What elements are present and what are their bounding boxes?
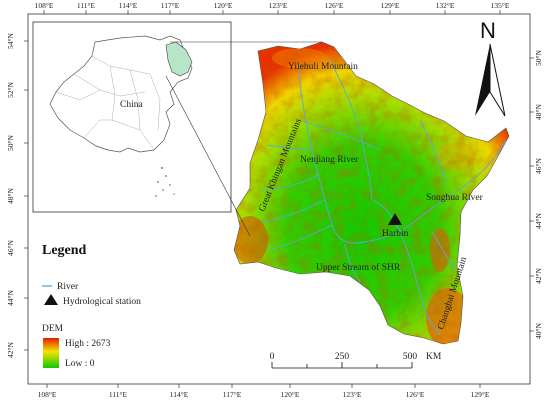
lat-tick-label: 44°N xyxy=(6,289,15,305)
label-harbin: Harbin xyxy=(382,229,409,239)
lon-tick-label: 129°E xyxy=(381,1,400,10)
legend: Legend River Hydrological station DEM Hi… xyxy=(42,243,141,369)
inset-map: China xyxy=(32,21,322,237)
north-label: N xyxy=(480,18,496,43)
lon-tick-label: 126°E xyxy=(406,390,425,399)
map-frame xyxy=(27,13,531,385)
lon-tick-label: 129°E xyxy=(471,390,490,399)
lat-tick-label: 48°N xyxy=(6,187,15,203)
lon-tick-label: 132°E xyxy=(436,1,455,10)
lon-tick-label: 108°E xyxy=(35,1,54,10)
lat-tick-label: 50°N xyxy=(6,134,15,150)
label-upper-stream: Upper Stream of SHR xyxy=(316,262,401,273)
top-longitude-labels: 108°E 111°E 114°E 117°E 120°E 123°E 126°… xyxy=(35,1,510,10)
lon-tick-label: 126°E xyxy=(325,1,344,10)
lon-tick-label: 117°E xyxy=(223,390,242,399)
lat-tick-label: 46°N xyxy=(534,157,543,173)
scale-tick-0: 0 xyxy=(270,352,275,362)
legend-river-label: River xyxy=(57,282,79,292)
lon-tick-label: 111°E xyxy=(109,390,128,399)
lon-tick-label: 111°E xyxy=(77,1,96,10)
inset-country-label: China xyxy=(120,100,143,110)
legend-dem-title: DEM xyxy=(42,324,64,334)
scale-tick-250: 250 xyxy=(335,352,350,362)
label-songhua: Songhua River xyxy=(426,193,484,203)
north-arrow: N xyxy=(475,18,506,117)
lon-tick-label: 114°E xyxy=(170,390,189,399)
left-latitude-labels: 54°N 52°N 50°N 48°N 46°N 44°N 42°N xyxy=(6,32,15,357)
lat-tick-label: 52°N xyxy=(6,81,15,97)
lon-tick-label: 120°E xyxy=(214,1,233,10)
lat-tick-label: 44°N xyxy=(534,212,543,228)
right-latitude-labels: 50°N 48°N 46°N 44°N 42°N 40°N xyxy=(534,49,543,338)
hydrological-station-marker xyxy=(388,213,402,225)
lon-tick-label: 114°E xyxy=(119,1,138,10)
bottom-longitude-labels: 108°E 111°E 114°E 117°E 120°E 123°E 126°… xyxy=(38,390,490,399)
lat-tick-label: 48°N xyxy=(534,103,543,119)
label-yilehuli: Yilehuli Mountain xyxy=(288,62,358,72)
scale-tick-500: 500 xyxy=(403,352,418,362)
dem-color-ramp xyxy=(43,338,59,368)
highlighted-basin-inset xyxy=(165,41,193,77)
lat-tick-label: 42°N xyxy=(6,341,15,357)
label-nenjiang: Nenjiang River xyxy=(300,155,359,165)
legend-dem-high: High : 2673 xyxy=(65,339,111,349)
lat-tick-label: 54°N xyxy=(6,32,15,48)
scale-unit: KM xyxy=(426,352,442,362)
lon-tick-label: 135°E xyxy=(491,1,510,10)
legend-station-symbol xyxy=(44,294,58,305)
lon-tick-label: 120°E xyxy=(281,390,300,399)
lon-tick-label: 123°E xyxy=(269,1,288,10)
lon-tick-label: 123°E xyxy=(343,390,362,399)
legend-station-label: Hydrological station xyxy=(63,297,141,307)
legend-dem-low: Low : 0 xyxy=(65,359,95,369)
lat-tick-label: 50°N xyxy=(534,49,543,65)
lon-tick-label: 108°E xyxy=(38,390,57,399)
graticule-ticks xyxy=(24,10,534,388)
river-network xyxy=(261,59,507,336)
lat-tick-label: 46°N xyxy=(6,239,15,255)
lat-tick-label: 42°N xyxy=(534,267,543,283)
scale-bar: 0 250 500 KM xyxy=(270,352,442,369)
lon-tick-label: 117°E xyxy=(161,1,180,10)
legend-title: Legend xyxy=(42,243,87,258)
lat-tick-label: 40°N xyxy=(534,322,543,338)
